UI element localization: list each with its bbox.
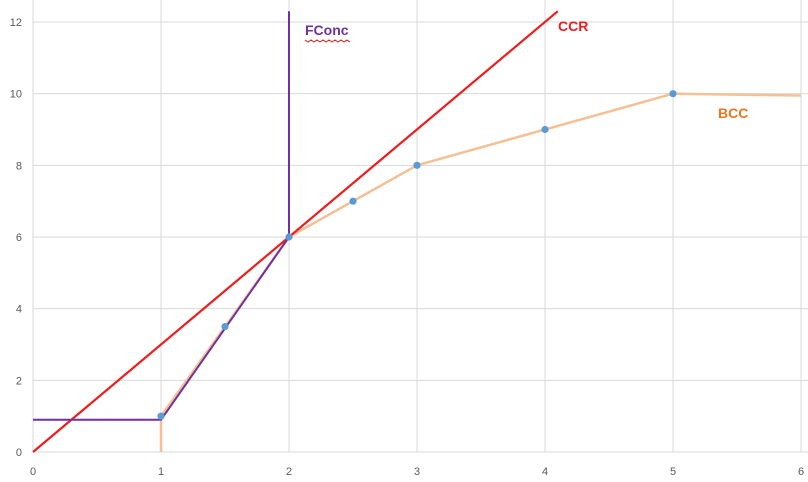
data-point [285,233,293,241]
y-tick-label: 10 [10,89,22,101]
x-tick-label: 3 [414,466,420,478]
series-label-fconc: FConc [305,22,349,38]
y-tick-label: 12 [10,17,22,29]
y-tick-label: 2 [16,375,22,387]
data-point [541,125,549,134]
spellcheck-underline [304,39,351,43]
x-tick-label: 0 [30,466,36,478]
x-tick-label: 4 [542,466,548,478]
y-tick-label: 6 [16,232,22,244]
data-point [349,197,357,205]
data-point [157,412,165,420]
series-line-ccr [32,10,559,453]
series-label-ccr: CCR [558,18,588,34]
series-label-bcc: BCC [718,105,748,121]
x-tick-label: 6 [798,466,804,478]
x-tick-label: 5 [670,466,676,478]
y-tick-label: 0 [16,447,22,459]
data-point [221,322,229,331]
grid [32,0,808,453]
y-tick-label: 4 [16,304,22,316]
y-tick-label: 8 [16,160,22,172]
data-point [413,161,421,169]
x-tick-label: 1 [158,466,164,478]
series-line-bcc [159,92,802,452]
x-tick-label: 2 [286,466,292,478]
data-points [157,90,677,420]
data-point [669,90,677,98]
